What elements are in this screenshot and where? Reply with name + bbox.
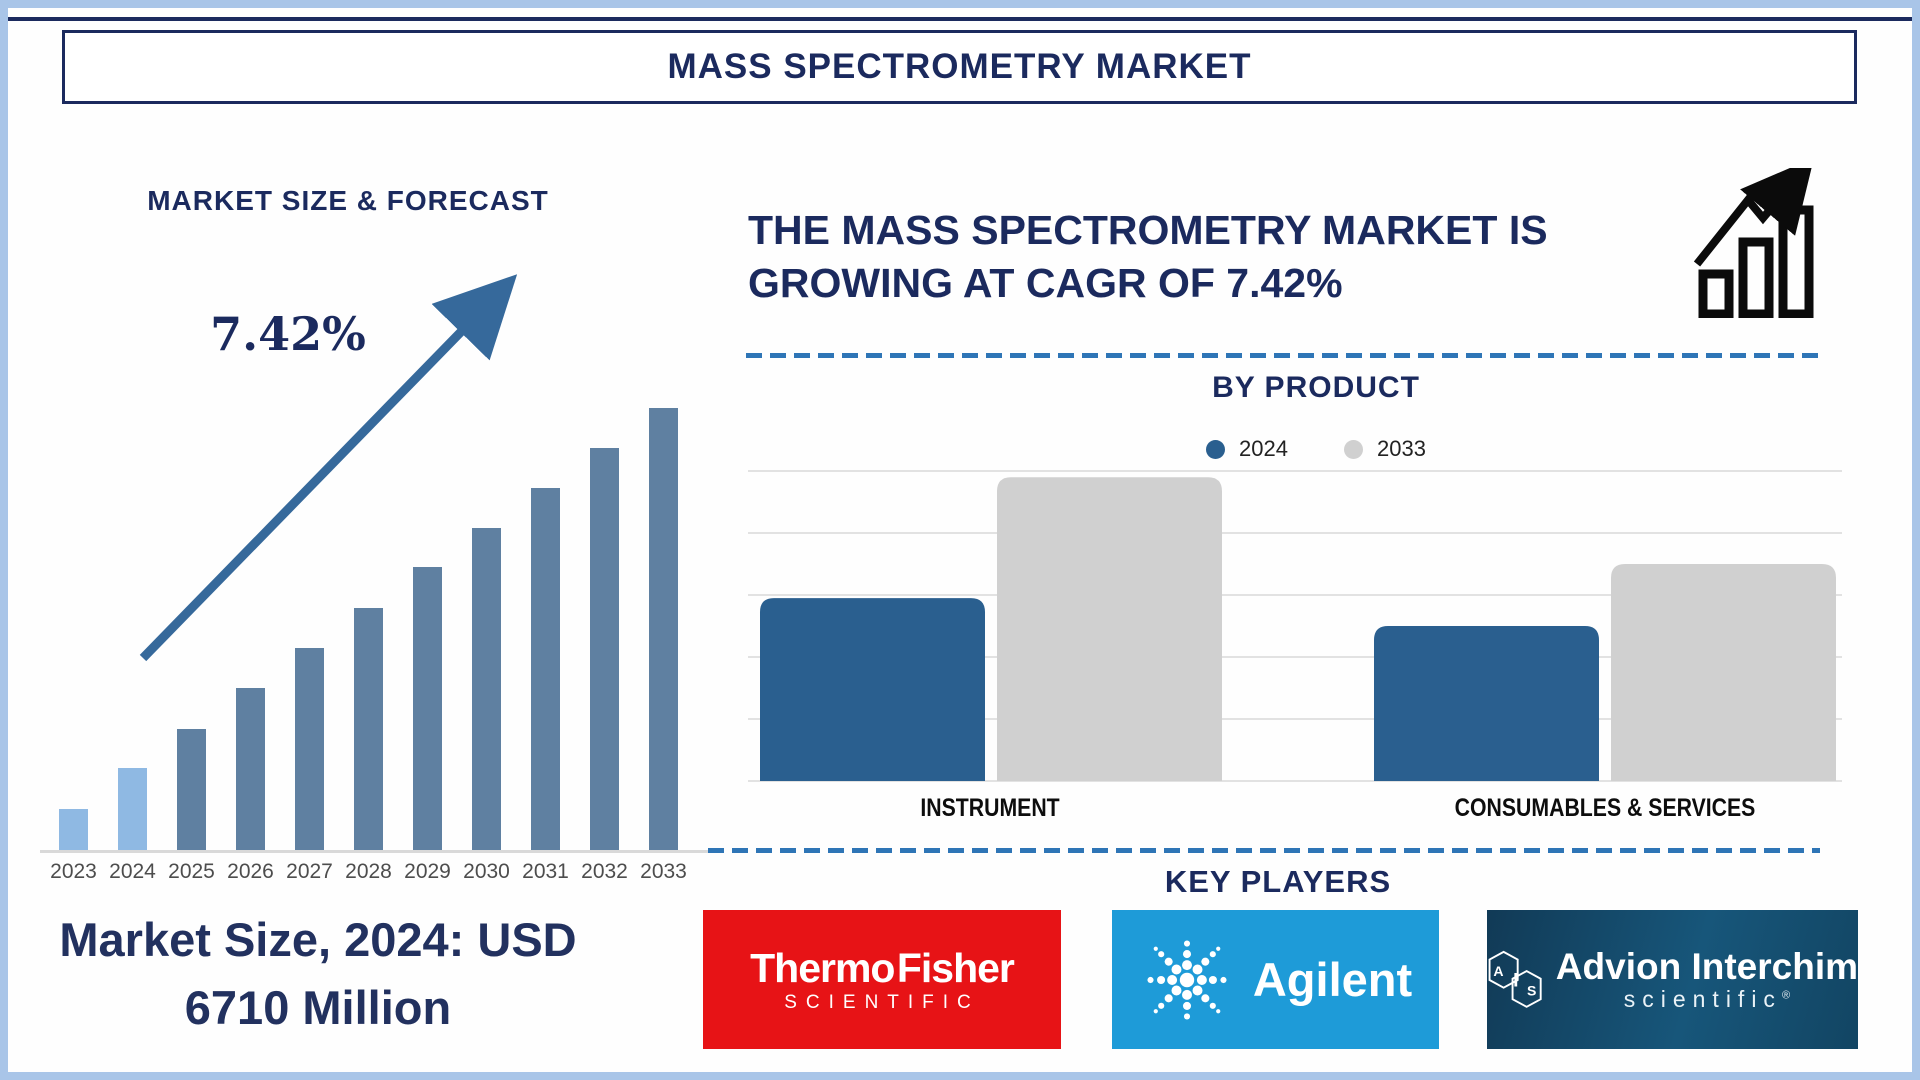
thermo-fisher-logo: Thermo Fisher SCIENTIFIC bbox=[703, 910, 1061, 1049]
svg-text:A: A bbox=[1493, 963, 1503, 979]
svg-text:2031: 2031 bbox=[522, 860, 569, 883]
top-rule-divider bbox=[8, 17, 1912, 21]
title-box: MASS SPECTROMETRY MARKET bbox=[62, 30, 1857, 104]
agilent-starburst-icon bbox=[1147, 939, 1227, 1020]
thermo-fisher-wordmark: Thermo Fisher bbox=[750, 944, 1015, 991]
market-size-line1: Market Size, 2024: USD bbox=[59, 913, 577, 966]
legend-item-2033: 2033 bbox=[1344, 436, 1426, 462]
by-product-title: BY PRODUCT bbox=[1212, 371, 1420, 404]
category-label-instrument: INSTRUMENT bbox=[920, 794, 1060, 822]
svg-text:2033: 2033 bbox=[640, 860, 687, 883]
advion-wordmark: Advion Interchim scientific® bbox=[1555, 945, 1858, 1013]
legend-dot-2024 bbox=[1206, 439, 1226, 459]
advion-hexagon-icon: A I S bbox=[1488, 950, 1542, 1008]
svg-text:2028: 2028 bbox=[345, 860, 392, 883]
svg-text:2024: 2024 bbox=[109, 860, 156, 883]
page-title: MASS SPECTROMETRY MARKET bbox=[667, 47, 1252, 86]
svg-text:2023: 2023 bbox=[50, 860, 97, 883]
agilent-wordmark: Agilent bbox=[1252, 953, 1413, 1006]
growth-chart-icon bbox=[1693, 168, 1815, 318]
legend-label-2024: 2024 bbox=[1239, 436, 1288, 461]
svg-text:I: I bbox=[1513, 970, 1518, 991]
market-size-line2: 6710 Million bbox=[184, 981, 452, 1034]
dashed-divider-bottom bbox=[708, 848, 1820, 853]
by-product-bar-chart bbox=[748, 470, 1842, 782]
svg-text:2032: 2032 bbox=[581, 860, 628, 883]
svg-text:7.42%: 7.42% bbox=[210, 307, 366, 361]
svg-text:2030: 2030 bbox=[463, 860, 510, 883]
svg-text:2026: 2026 bbox=[227, 860, 274, 883]
advion-interchim-logo: A I S Advion Interchim scientific® bbox=[1487, 910, 1858, 1049]
legend-label-2033: 2033 bbox=[1377, 436, 1426, 461]
svg-text:2025: 2025 bbox=[168, 860, 215, 883]
thermo-fisher-subtitle: SCIENTIFIC bbox=[784, 991, 980, 1013]
svg-text:2029: 2029 bbox=[404, 860, 451, 883]
svg-text:2027: 2027 bbox=[286, 860, 333, 883]
market-forecast-bar-chart: 2023 2024 2025 2026 2027 2028 2029 2030 2031 2032… bbox=[40, 274, 708, 883]
legend-dot-2033 bbox=[1344, 439, 1363, 459]
key-players-title: KEY PLAYERS bbox=[1164, 864, 1392, 899]
dashed-divider-top bbox=[746, 353, 1820, 358]
market-size-forecast-title: MARKET SIZE & FORECAST bbox=[147, 185, 549, 216]
cagr-headline-line1: THE MASS SPECTROMETRY MARKET IS bbox=[748, 207, 1548, 253]
svg-text:S: S bbox=[1527, 982, 1536, 998]
category-label-consumables-services: CONSUMABLES & SERVICES bbox=[1454, 794, 1756, 822]
agilent-logo: Agilent bbox=[1112, 910, 1439, 1049]
legend-item-2024: 2024 bbox=[1206, 436, 1288, 462]
by-product-legend: 2024 2033 bbox=[1016, 436, 1616, 462]
cagr-headline: THE MASS SPECTROMETRY MARKET IS GROWING … bbox=[748, 204, 1668, 310]
cagr-headline-line2: GROWING AT CAGR OF 7.42% bbox=[748, 260, 1343, 306]
market-size-caption: Market Size, 2024: USD 6710 Million bbox=[28, 906, 608, 1042]
